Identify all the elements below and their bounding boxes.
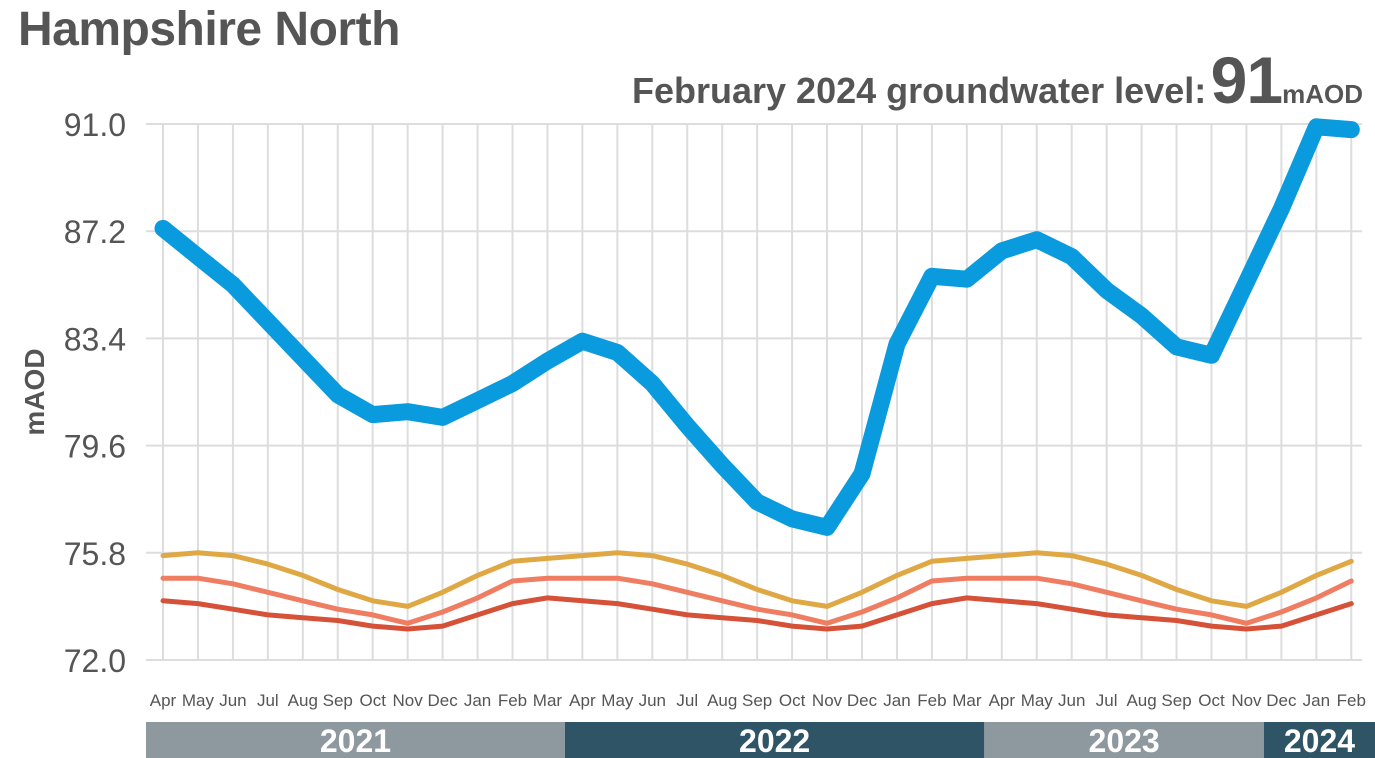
y-tick-label: 91.0 xyxy=(64,107,126,143)
x-tick-label: Dec xyxy=(427,691,458,710)
x-tick-label: Jul xyxy=(257,691,279,710)
series-line-3 xyxy=(154,118,1360,536)
y-tick-label: 75.8 xyxy=(64,536,126,572)
x-tick-label: Jun xyxy=(1058,691,1085,710)
x-tick-label: Aug xyxy=(707,691,737,710)
year-label: 2022 xyxy=(739,723,810,758)
year-band xyxy=(984,722,1264,758)
headline-value: 91 xyxy=(1210,43,1283,117)
x-tick-label: Aug xyxy=(288,691,318,710)
x-tick-label: Sep xyxy=(1161,691,1191,710)
year-label: 2023 xyxy=(1089,723,1160,758)
x-tick-label: Nov xyxy=(812,691,843,710)
x-tick-label: Jun xyxy=(639,691,666,710)
year-label: 2024 xyxy=(1284,723,1355,758)
x-tick-label: May xyxy=(601,691,634,710)
headline-unit: mAOD xyxy=(1282,79,1363,109)
year-label: 2021 xyxy=(320,723,391,758)
grid xyxy=(146,123,1362,661)
x-tick-label: May xyxy=(182,691,215,710)
series-lines xyxy=(154,118,1360,632)
x-tick-label: Jul xyxy=(676,691,698,710)
x-tick-label: Dec xyxy=(1266,691,1297,710)
x-tick-label: Feb xyxy=(917,691,946,710)
year-band xyxy=(146,722,565,758)
x-tick-label: Jan xyxy=(1303,691,1330,710)
x-tick-label: Apr xyxy=(989,691,1016,710)
headline-reading: February 2024 groundwater level: 91mAOD xyxy=(632,42,1363,118)
x-axis-ticks: Apr May Jun Jul Aug Sep Oct Nov Dec Jan Feb Mar Apr M… xyxy=(150,691,1366,710)
y-axis-label: mAOD xyxy=(19,348,50,435)
x-tick-label: Sep xyxy=(323,691,353,710)
headline-label: February 2024 groundwater level: xyxy=(632,70,1207,111)
x-tick-label: Feb xyxy=(498,691,527,710)
x-tick-label: Nov xyxy=(1231,691,1262,710)
x-tick-label: Oct xyxy=(779,691,806,710)
x-tick-label: Jan xyxy=(464,691,491,710)
y-tick-label: 79.6 xyxy=(64,429,126,465)
x-tick-label: Jul xyxy=(1096,691,1118,710)
x-tick-label: Mar xyxy=(952,691,982,710)
x-tick-label: Apr xyxy=(569,691,596,710)
x-tick-label: Dec xyxy=(847,691,878,710)
year-band xyxy=(564,722,985,758)
y-tick-label: 83.4 xyxy=(64,321,126,357)
x-tick-label: May xyxy=(1021,691,1054,710)
x-tick-label: Jun xyxy=(219,691,246,710)
year-bands: 2021 2022 2023 2024 xyxy=(146,722,1375,758)
x-tick-label: Oct xyxy=(1198,691,1225,710)
x-tick-label: Mar xyxy=(533,691,563,710)
x-tick-label: Sep xyxy=(742,691,772,710)
x-tick-label: Jan xyxy=(883,691,910,710)
x-tick-label: Aug xyxy=(1126,691,1156,710)
x-tick-label: Apr xyxy=(150,691,177,710)
chart-title: Hampshire North xyxy=(18,3,400,56)
year-band xyxy=(1263,722,1375,758)
series-line-2 xyxy=(160,550,1354,609)
series-line-1 xyxy=(160,575,1354,626)
x-tick-label: Nov xyxy=(393,691,424,710)
y-tick-label: 87.2 xyxy=(64,214,126,250)
y-axis-ticks: 91.0 87.2 83.4 79.6 75.8 72.0 xyxy=(64,107,126,679)
series-line-0 xyxy=(160,595,1354,632)
x-tick-label: Feb xyxy=(1337,691,1366,710)
y-tick-label: 72.0 xyxy=(64,643,126,679)
x-tick-label: Oct xyxy=(359,691,386,710)
